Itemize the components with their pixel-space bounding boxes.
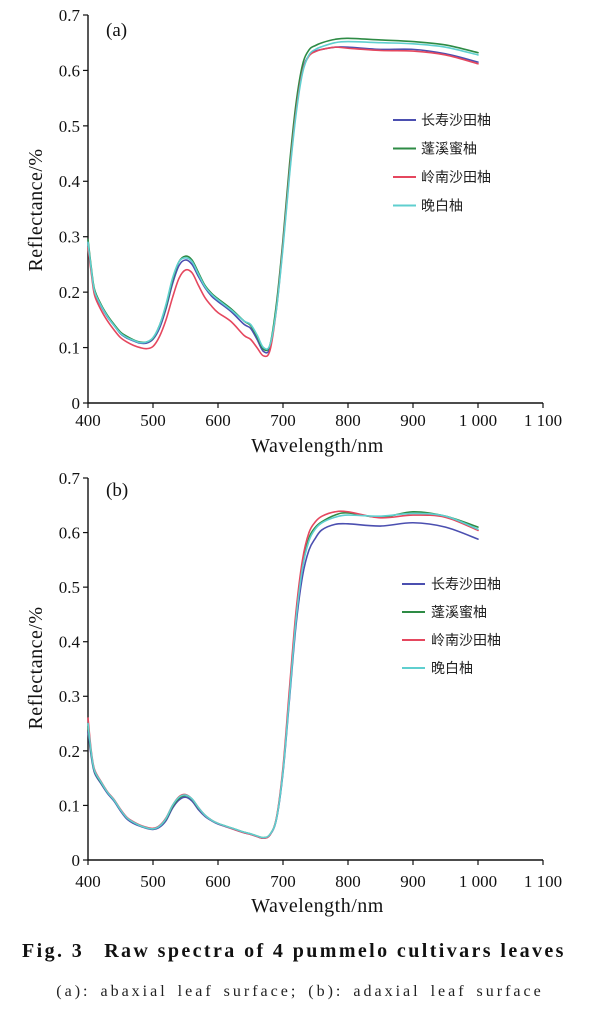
legend-label: 晚白柚 [421,198,463,214]
x-tick-label: 1 000 [459,872,497,891]
series-line-3 [87,46,479,358]
x-tick-label: 600 [205,411,231,430]
y-tick-label: 0.1 [59,796,80,815]
x-tick-label: 900 [400,872,426,891]
x-tick-label: 800 [335,411,361,430]
y-tick-label: 0.2 [59,742,80,761]
y-tick-label: 0 [72,394,81,413]
x-tick-label: 900 [400,411,426,430]
y-tick-label: 0 [72,851,81,870]
legend-label: 晚白柚 [431,661,473,677]
panel-label: (a) [106,20,127,41]
y-tick-label: 0.4 [59,172,81,191]
x-tick-label: 700 [270,411,296,430]
legend-item: 长寿沙田柚 [402,576,501,593]
panel-label: (b) [106,480,128,501]
legend-label: 岭南沙田柚 [431,633,501,649]
y-tick-label: 0.6 [59,524,80,543]
legend-label: 岭南沙田柚 [421,170,491,186]
figure-caption: Fig. 3 Raw spectra of 4 pummelo cultivars… [22,939,582,963]
series-line-2 [87,37,479,352]
x-axis-title: Wavelength/nm [251,895,384,917]
y-tick-label: 0.1 [59,339,80,358]
chart-panel-a: 0 0.1 0.2 0.3 0.4 0.5 0.6 0.7 400 500 600 700 800 900… [25,6,562,457]
series-line-3 [87,510,479,840]
series-line-2 [87,511,479,839]
legend-item: 蓬溪蜜柚 [402,605,487,621]
legend-item: 晚白柚 [402,661,473,677]
y-axis-title: Reflectance/% [25,606,47,729]
caption-fig-number: Fig. 3 [22,940,85,962]
legend-item: 蓬溪蜜柚 [393,141,477,157]
x-tick-label: 1 100 [524,872,562,891]
x-tick-label: 1 000 [459,411,497,430]
x-tick-label: 500 [140,872,166,891]
caption-title: Raw spectra of 4 pummelo cultivars leave… [104,940,566,962]
x-tick-label: 500 [140,411,166,430]
legend-item: 晚白柚 [393,198,463,214]
caption-note: (a): abaxial leaf surface; (b): adaxial … [56,983,544,1000]
legend-label: 长寿沙田柚 [421,112,491,129]
y-tick-label: 0.6 [59,61,80,80]
y-tick-label: 0.3 [59,687,80,706]
x-tick-label: 800 [335,872,361,891]
y-tick-label: 0.4 [59,633,81,652]
series-line-4 [87,512,479,839]
y-tick-label: 0.7 [59,6,81,25]
x-axis-title: Wavelength/nm [251,435,384,457]
series-line-1 [87,46,479,354]
x-tick-label: 700 [270,872,296,891]
x-tick-label: 1 100 [524,411,562,430]
axis-lines [87,15,543,404]
x-tick-label: 400 [75,872,101,891]
legend-item: 长寿沙田柚 [393,112,491,129]
legend-item: 岭南沙田柚 [402,633,501,649]
series-line-1 [87,521,479,840]
y-tick-label: 0.2 [59,283,80,302]
legend-label: 蓬溪蜜柚 [431,605,487,621]
x-tick-label: 600 [205,872,231,891]
y-tick-label: 0.5 [59,117,80,136]
legend-label: 蓬溪蜜柚 [421,141,477,157]
x-tick-label: 400 [75,411,101,430]
y-axis-title: Reflectance/% [25,148,47,271]
legend-label: 长寿沙田柚 [431,576,501,593]
legend-item: 岭南沙田柚 [393,170,491,186]
axis-lines [87,478,543,861]
chart-panel-b: 0 0.1 0.2 0.3 0.4 0.5 0.6 0.7 400 500 600 700 800 900… [25,469,562,917]
y-tick-label: 0.7 [59,469,81,488]
y-tick-label: 0.3 [59,228,80,247]
series-line-4 [87,40,479,351]
figure-canvas: 0 0.1 0.2 0.3 0.4 0.5 0.6 0.7 400 500 600 700 800 900… [25,6,562,917]
y-tick-label: 0.5 [59,578,80,597]
